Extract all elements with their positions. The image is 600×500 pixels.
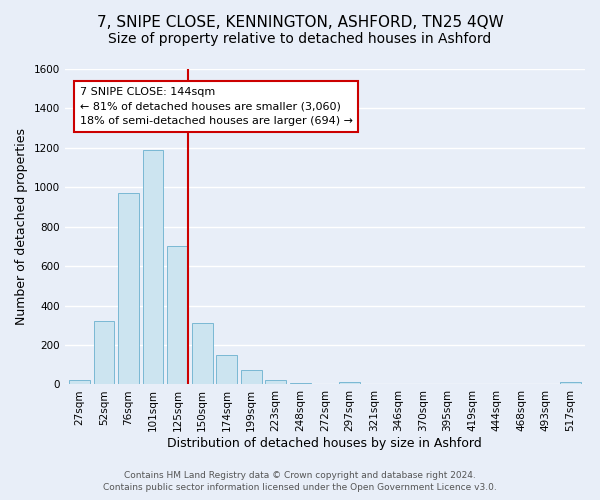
Text: Size of property relative to detached houses in Ashford: Size of property relative to detached ho… [109,32,491,46]
Text: 7, SNIPE CLOSE, KENNINGTON, ASHFORD, TN25 4QW: 7, SNIPE CLOSE, KENNINGTON, ASHFORD, TN2… [97,15,503,30]
Bar [167,246,188,384]
Bar [339,382,360,384]
X-axis label: Distribution of detached houses by size in Ashford: Distribution of detached houses by size … [167,437,482,450]
Bar [191,324,212,384]
Bar [216,355,237,384]
Y-axis label: Number of detached properties: Number of detached properties [15,128,28,325]
Bar [94,322,115,384]
Bar [143,150,163,384]
Bar [118,193,139,384]
Bar [265,380,286,384]
Text: 7 SNIPE CLOSE: 144sqm
← 81% of detached houses are smaller (3,060)
18% of semi-d: 7 SNIPE CLOSE: 144sqm ← 81% of detached … [80,86,353,126]
Bar [69,380,90,384]
Bar [560,382,581,384]
Bar [241,370,262,384]
Text: Contains HM Land Registry data © Crown copyright and database right 2024.
Contai: Contains HM Land Registry data © Crown c… [103,471,497,492]
